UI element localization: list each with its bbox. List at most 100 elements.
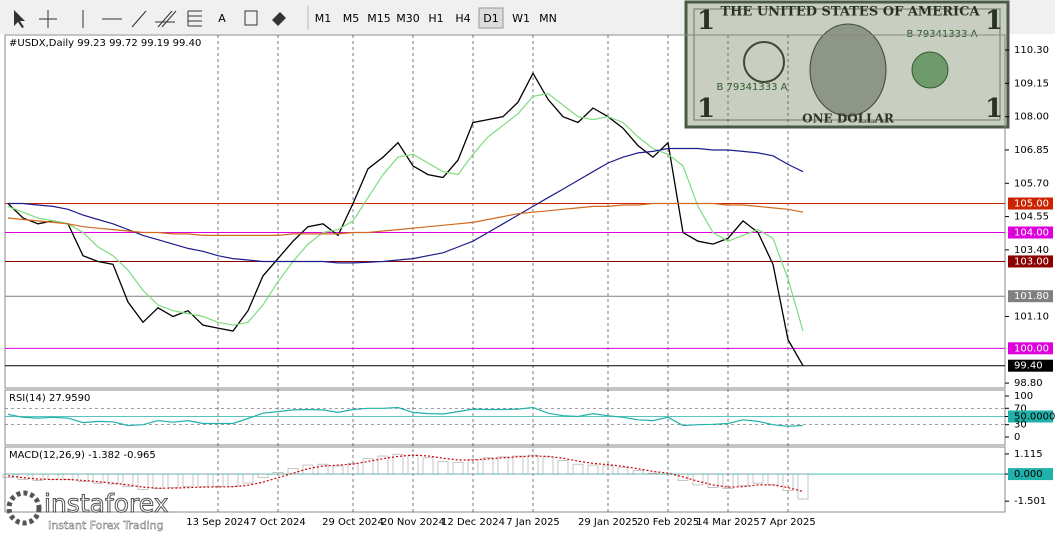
histogram-bar [512,455,524,475]
y-tick-label: 0.000 [1014,469,1043,480]
level-label: 101.80 [1014,291,1049,302]
shapes-icon[interactable] [272,12,286,26]
note-heading: THE UNITED STATES OF AMERICA [720,5,980,20]
tick-label-bg [1008,410,1053,423]
timeframe-button[interactable]: M15 [367,12,391,25]
note-corner: 1 [985,6,1003,36]
timeframe-button[interactable]: M1 [315,12,332,25]
histogram-bar [2,473,14,478]
x-tick-label: 29 Oct 2024 [322,517,384,528]
trendline-icon[interactable] [131,10,147,28]
level-label: 100.00 [1014,343,1049,354]
label-icon[interactable] [244,10,258,26]
histogram-bar [317,463,329,475]
histogram-bar [392,453,404,475]
y-tick-label: 104.55 [1014,212,1049,223]
indicator-line [7,92,804,332]
histogram-bar [212,473,224,488]
panel-legend: #USDX,Daily 99.23 99.72 99.19 99.40 [9,38,201,49]
histogram-bar [707,473,719,488]
y-tick-label: 109.15 [1014,78,1049,89]
x-tick-label: 14 Mar 2025 [696,517,759,528]
histogram-bar [332,465,344,475]
x-tick-label: 20 Nov 2024 [381,517,445,528]
y-tick-label: 0 [1014,432,1020,443]
histogram-bar [257,473,269,478]
level-label-bg [1008,226,1053,239]
panel-legend: MACD(12,26,9) -1.382 -0.965 [9,450,156,461]
portrait [809,23,887,117]
timeframe-button[interactable]: D1 [483,12,498,25]
level-label: 105.00 [1014,199,1049,210]
level-label-bg [1008,342,1053,355]
note-corner: 1 [697,94,715,124]
histogram-bar [752,473,764,484]
histogram-bar [497,456,509,475]
timeframe-button[interactable]: H1 [428,12,443,25]
histogram-bar [572,463,584,475]
logo-mark [6,490,42,526]
level-label: 103.00 [1014,256,1049,267]
seal [743,41,785,83]
x-tick-label: 7 Oct 2024 [250,517,305,528]
histogram-bar [437,461,449,475]
treasury-seal [911,51,949,89]
histogram-bar [722,473,734,489]
note-corner: 1 [985,94,1003,124]
y-tick-label: 106.85 [1014,145,1049,156]
histogram-bar [422,457,434,475]
x-tick-label: 12 Dec 2024 [441,517,505,528]
crosshair-icon[interactable] [39,10,57,28]
y-tick-label: 103.40 [1014,245,1049,256]
tick-label-bg [1008,468,1053,481]
y-tick-label: 1.115 [1014,449,1043,460]
histogram-bar [632,470,644,475]
histogram-bar [17,473,29,480]
histogram-bar [197,473,209,488]
cursor-icon[interactable] [14,10,25,28]
histogram-bar [557,460,569,475]
histogram-bar [797,473,809,500]
y-tick-label: 100 [1014,391,1033,402]
histogram-bar [587,464,599,475]
histogram-bar [122,473,134,488]
y-tick-label: 50.0000 [1014,411,1055,422]
logo-tagline: Instant Forex Trading [48,519,164,532]
y-tick-label: 110.30 [1014,45,1049,56]
histogram-bar [272,471,284,475]
active-button [478,7,504,29]
timeframe-button[interactable]: W1 [512,12,530,25]
indicator-line [8,147,804,264]
y-tick-label: 108.00 [1014,112,1049,123]
fibo-icon[interactable] [187,10,202,27]
indicator-line [7,454,804,493]
x-tick-label: 7 Jan 2025 [506,517,560,528]
channel-icon[interactable] [155,10,177,28]
histogram-bar [782,473,794,491]
logo: instaforex Instant Forex Trading [6,489,169,532]
panel-frame [4,34,1006,389]
timeframe-button[interactable]: M30 [396,12,420,25]
timeframe-button[interactable]: M5 [343,12,360,25]
level-label-bg [1008,290,1053,303]
histogram-bar [617,467,629,475]
level-label: 99.40 [1014,361,1043,372]
y-tick-label: 105.70 [1014,178,1049,189]
histogram-bar [152,473,164,489]
panel-frame [4,389,1006,446]
note-serial: B 79341333 A [717,82,788,93]
histogram-bar [362,458,374,475]
x-tick-label: 7 Apr 2025 [760,517,815,528]
timeframe-button[interactable]: H4 [455,12,470,25]
histogram-bar [677,473,689,481]
text-tool[interactable]: A [218,12,226,25]
level-label-bg [1008,255,1053,268]
histogram-bar [527,454,539,475]
x-tick-label: 13 Sep 2024 [186,517,249,528]
y-tick-label: 30 [1014,420,1027,431]
histogram-bar [737,473,749,487]
y-tick-label: 70 [1014,403,1027,414]
timeframe-button[interactable]: MN [539,12,557,25]
